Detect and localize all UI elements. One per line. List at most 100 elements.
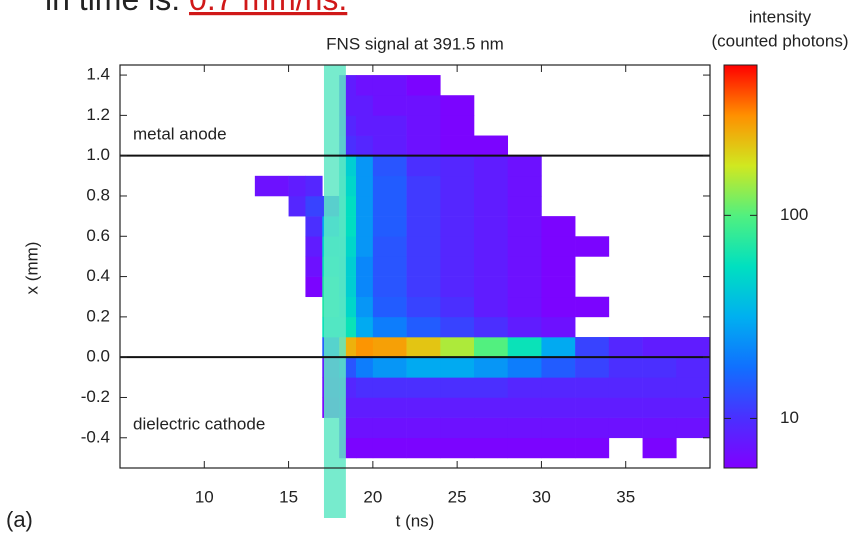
heatmap-cell	[541, 377, 576, 398]
heatmap-cell	[474, 175, 509, 197]
heatmap-cell	[440, 377, 475, 398]
heatmap-cell	[372, 256, 407, 277]
heatmap-cell	[440, 397, 475, 418]
heatmap-cell	[406, 216, 441, 237]
heatmap-cell	[406, 377, 441, 398]
heatmap-cell	[305, 236, 323, 257]
heatmap	[254, 75, 710, 459]
heatmap-cell	[474, 236, 509, 257]
heatmap-cell	[440, 417, 475, 439]
heatmap-cell	[541, 236, 576, 257]
heatmap-cell	[440, 236, 475, 257]
x-axis-label: t (ns)	[396, 511, 435, 530]
y-tick-label: 0.6	[86, 226, 110, 245]
colorbar-tick-label: 100	[780, 205, 808, 224]
heatmap-cell	[372, 357, 407, 378]
heatmap-cell	[372, 397, 407, 418]
heatmap-cell	[356, 437, 374, 459]
heatmap-cell	[541, 216, 576, 237]
heatmap-cell	[541, 417, 576, 439]
heatmap-cell	[372, 377, 407, 398]
heatmap-cell	[642, 337, 677, 358]
heatmap-cell	[575, 236, 610, 257]
heatmap-cell	[608, 397, 643, 418]
highlight-band	[323, 65, 346, 518]
header-highlight: 0.7 mm/ns.	[189, 0, 347, 17]
heatmap-cell	[642, 397, 677, 418]
heatmap-cell	[575, 397, 610, 418]
heatmap-cell	[440, 155, 475, 177]
heatmap-cell	[474, 195, 509, 217]
heatmap-cell	[372, 417, 407, 439]
heatmap-cell	[356, 276, 374, 298]
heatmap-cell	[406, 417, 441, 439]
y-tick-label: 0.0	[86, 347, 110, 366]
heatmap-cell	[676, 397, 710, 418]
heatmap-cell	[507, 276, 542, 298]
heatmap-cell	[372, 195, 407, 217]
heatmap-cell	[474, 316, 509, 338]
heatmap-cell	[440, 437, 475, 459]
heatmap-cell	[406, 236, 441, 257]
heatmap-cell	[440, 115, 475, 136]
heatmap-cell	[406, 357, 441, 378]
heatmap-cell	[305, 276, 323, 298]
x-tick-label: 15	[279, 487, 298, 506]
plot-frame	[119, 64, 711, 469]
heatmap-cell	[440, 216, 475, 237]
heatmap-cell	[474, 155, 509, 177]
heatmap-cell	[474, 256, 509, 277]
heatmap-cell	[474, 377, 509, 398]
heatmap-cell	[406, 437, 441, 459]
heatmap-cell	[608, 357, 643, 378]
heatmap-cell	[356, 337, 374, 358]
heatmap-cell	[440, 95, 475, 116]
y-tick-label: 0.2	[86, 306, 110, 325]
heatmap-cell	[440, 316, 475, 338]
heatmap-cell	[507, 357, 542, 378]
heatmap-cell	[372, 337, 407, 358]
heatmap-cell	[254, 175, 289, 197]
heatmap-cell	[507, 377, 542, 398]
heatmap-cell	[305, 175, 323, 197]
heatmap-cell	[642, 357, 677, 378]
x-tick-label: 20	[363, 487, 382, 506]
heatmap-cell	[356, 95, 374, 116]
heatmap-cell	[372, 296, 407, 318]
heatmap-cell	[372, 316, 407, 338]
heatmap-cell	[356, 115, 374, 136]
heatmap-cell	[372, 216, 407, 237]
heatmap-cell	[575, 337, 610, 358]
heatmap-cell	[406, 296, 441, 318]
heatmap-cell	[305, 216, 323, 237]
heatmap-cell	[406, 75, 441, 96]
heatmap-cell	[676, 337, 710, 358]
heatmap-cell	[507, 337, 542, 358]
heatmap-cell	[356, 195, 374, 217]
heatmap-cell	[575, 417, 610, 439]
heatmap-cell	[507, 437, 542, 459]
heatmap-cell	[507, 397, 542, 418]
heatmap-cell	[305, 195, 323, 217]
heatmap-cell	[507, 316, 542, 338]
heatmap-cell	[474, 357, 509, 378]
heatmap-cell	[474, 216, 509, 237]
heatmap-cell	[575, 377, 610, 398]
heatmap-cell	[356, 75, 374, 96]
heatmap-cell	[372, 276, 407, 298]
heatmap-cell	[507, 417, 542, 439]
heatmap-cell	[541, 256, 576, 277]
heatmap-cell	[676, 377, 710, 398]
heatmap-cell	[356, 155, 374, 177]
heatmap-cell	[288, 175, 306, 197]
y-tick-label: 0.4	[86, 266, 110, 285]
y-tick-label: 1.4	[86, 65, 110, 84]
heatmap-cell	[676, 417, 710, 439]
heatmap-cell	[406, 175, 441, 197]
heatmap-cell	[356, 397, 374, 418]
heatmap-cell	[642, 377, 677, 398]
heatmap-cell	[372, 135, 407, 156]
heatmap-cell	[356, 316, 374, 338]
heatmap-cell	[440, 256, 475, 277]
heatmap-cell	[372, 175, 407, 197]
